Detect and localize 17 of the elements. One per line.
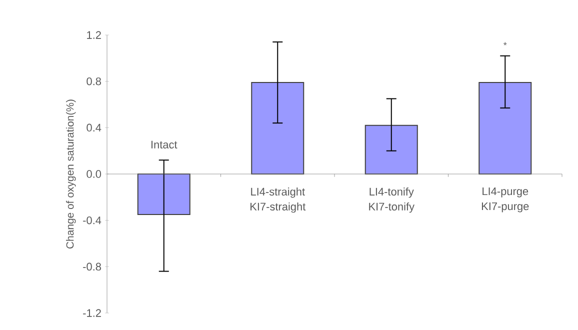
- y-tick-label: 1.2: [87, 31, 101, 39]
- y-tick-label: -1.2: [83, 309, 101, 317]
- bar: [364, 124, 418, 174]
- x-tick-label: Intact: [151, 140, 178, 148]
- y-tick-label: -0.8: [83, 262, 101, 271]
- y-tick-label: 0.0: [86, 170, 102, 178]
- bar: [478, 82, 532, 174]
- y-tick-label: 0.4: [86, 124, 102, 132]
- annotation: *: [504, 42, 507, 46]
- y-tick-label: -0.4: [83, 216, 102, 224]
- x-tick-label: LI4-straight KI7-straight: [250, 188, 306, 213]
- bar: [251, 82, 304, 174]
- x-tick-label: LI4-tonify KI7-tonify: [369, 188, 414, 213]
- x-tick-label: LI4-purge KI7-purge: [482, 188, 529, 212]
- y-axis-title: Change of oxygen saturation(%): [66, 100, 76, 248]
- bar: [137, 173, 190, 216]
- y-tick-label: 0.8: [86, 77, 101, 86]
